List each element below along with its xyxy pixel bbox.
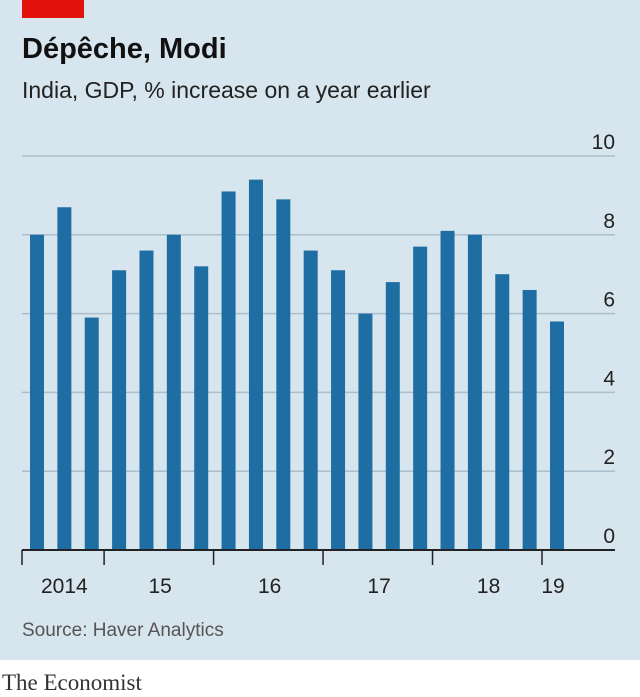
- bar: [57, 207, 72, 550]
- brand: The Economist: [2, 670, 142, 695]
- bar: [331, 270, 346, 550]
- x-tick-label: 16: [258, 575, 281, 598]
- x-tick-label: 15: [148, 575, 171, 598]
- x-tick-label: 19: [541, 575, 564, 598]
- bar: [550, 321, 564, 550]
- bar: [139, 250, 154, 550]
- bar: [413, 246, 428, 550]
- bar: [303, 250, 318, 550]
- chart-subtitle: India, GDP, % increase on a year earlier: [22, 77, 431, 103]
- bar: [467, 234, 482, 551]
- bar: [221, 191, 236, 550]
- bar: [276, 199, 291, 550]
- x-tick-label: 17: [367, 575, 390, 598]
- bar: [385, 282, 400, 550]
- bar: [495, 274, 510, 550]
- red-tag: [22, 0, 84, 18]
- bar: [522, 289, 537, 550]
- source: Source: Haver Analytics: [22, 620, 224, 641]
- footer-background: [0, 660, 640, 697]
- x-tick-label: 18: [477, 575, 500, 598]
- x-tick-label: 2014: [41, 575, 88, 598]
- bar: [358, 313, 373, 550]
- y-tick-label: 0: [603, 525, 615, 548]
- y-tick-label: 10: [592, 131, 615, 154]
- bar: [248, 179, 263, 550]
- y-tick-label: 4: [603, 367, 615, 390]
- chart-title: Dépêche, Modi: [22, 33, 227, 65]
- bar: [440, 230, 455, 551]
- bar: [84, 317, 99, 550]
- bar: [194, 266, 209, 550]
- y-tick-label: 2: [603, 446, 615, 469]
- bar: [30, 234, 44, 551]
- bar: [166, 234, 181, 551]
- bar: [112, 270, 127, 550]
- y-tick-label: 6: [603, 289, 615, 312]
- y-tick-label: 8: [603, 210, 615, 233]
